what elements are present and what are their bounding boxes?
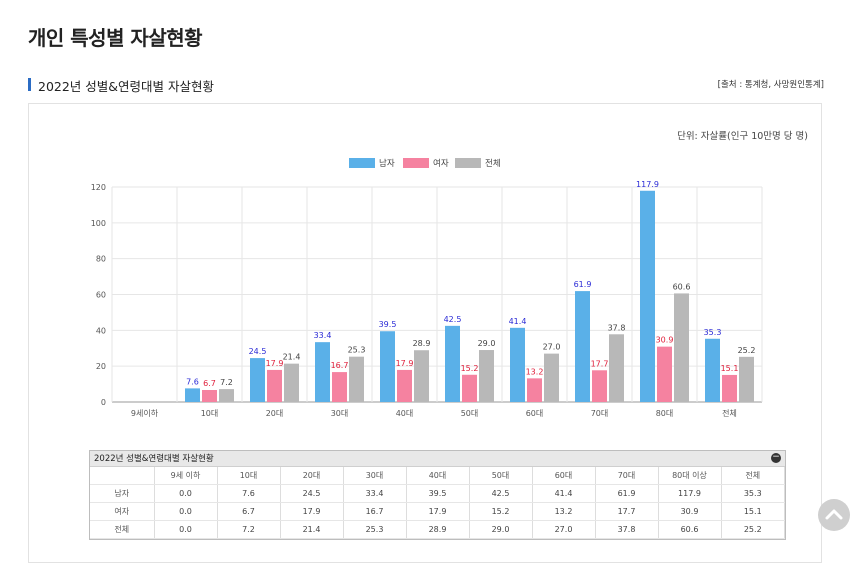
table-row: 전체 0.0 7.2 21.4 25.3 28.9 29.0 27.0 37.8 60.6 25.2 — [90, 520, 785, 539]
page-title: 개인 특성별 자살현황 — [28, 26, 203, 50]
table-row: 여자 0.0 6.7 17.9 16.7 17.9 15.2 13.2 17.7 30.9 15.1 — [90, 502, 785, 521]
section-marker — [28, 78, 31, 91]
table-header-row: 9세 이하 10대 20대 30대 40대 50대 60대 70대 80대 이상 전체 — [90, 467, 785, 485]
table-cell: 117.9 — [658, 484, 722, 503]
section-header: 2022년 성별&연령대별 자살현황 [출처 : 통계청, 사망원인통계] — [28, 76, 824, 94]
unit-label: 단위: 자살률(인구 10만명 당 명) — [677, 131, 808, 142]
scroll-to-top-button[interactable] — [818, 499, 850, 531]
table-cell: 25.3 — [343, 520, 407, 539]
table-cell: 17.9 — [280, 502, 344, 521]
table-cell: 13.2 — [532, 502, 596, 521]
table-cell: 27.0 — [532, 520, 596, 539]
column-header: 60대 — [532, 467, 596, 485]
table-cell: 17.9 — [406, 502, 470, 521]
table-cell: 7.2 — [217, 520, 281, 539]
table-cell: 15.1 — [721, 502, 785, 521]
column-header: 80대 이상 — [658, 467, 722, 485]
table-cell: 37.8 — [595, 520, 659, 539]
table-row: 남자 0.0 7.6 24.5 33.4 39.5 42.5 41.4 61.9 117.9 35.… — [90, 484, 785, 503]
table-cell: 25.2 — [721, 520, 785, 539]
table-cell: 7.6 — [217, 484, 281, 503]
table-cell: 0.0 — [154, 484, 218, 503]
table-cell: 0.0 — [154, 520, 218, 539]
table-cell: 30.9 — [658, 502, 722, 521]
row-label: 전체 — [90, 520, 155, 539]
column-header: 50대 — [469, 467, 533, 485]
row-label: 남자 — [90, 484, 155, 503]
table-title: 2022년 성별&연령대별 자살현황 — [94, 454, 214, 464]
column-header: 40대 — [406, 467, 470, 485]
chevron-up-icon — [825, 509, 843, 520]
source-note: [출처 : 통계청, 사망원인통계] — [717, 80, 824, 90]
table-cell: 35.3 — [721, 484, 785, 503]
data-table-panel: 2022년 성별&연령대별 자살현황 − 9세 이하 10대 20대 30대 40대 50… — [89, 450, 786, 540]
column-header: 10대 — [217, 467, 281, 485]
table-cell: 41.4 — [532, 484, 596, 503]
table-cell: 24.5 — [280, 484, 344, 503]
column-header: 전체 — [721, 467, 785, 485]
table-cell: 0.0 — [154, 502, 218, 521]
collapse-icon[interactable]: − — [771, 452, 781, 463]
table-cell: 39.5 — [406, 484, 470, 503]
column-header: 70대 — [595, 467, 659, 485]
row-label: 여자 — [90, 502, 155, 521]
table-cell: 15.2 — [469, 502, 533, 521]
table-cell: 61.9 — [595, 484, 659, 503]
section-title: 2022년 성별&연령대별 자살현황 — [38, 79, 215, 94]
table-cell: 42.5 — [469, 484, 533, 503]
table-cell: 33.4 — [343, 484, 407, 503]
table-cell: 16.7 — [343, 502, 407, 521]
data-table: 9세 이하 10대 20대 30대 40대 50대 60대 70대 80대 이상 전체 남자 0.0… — [90, 467, 785, 539]
table-cell: 6.7 — [217, 502, 281, 521]
column-header: 30대 — [343, 467, 407, 485]
column-header: 9세 이하 — [154, 467, 218, 485]
table-cell: 21.4 — [280, 520, 344, 539]
table-cell: 60.6 — [658, 520, 722, 539]
table-cell: 28.9 — [406, 520, 470, 539]
column-header — [90, 467, 155, 485]
table-header: 2022년 성별&연령대별 자살현황 − — [90, 451, 785, 467]
table-cell: 29.0 — [469, 520, 533, 539]
column-header: 20대 — [280, 467, 344, 485]
table-cell: 17.7 — [595, 502, 659, 521]
